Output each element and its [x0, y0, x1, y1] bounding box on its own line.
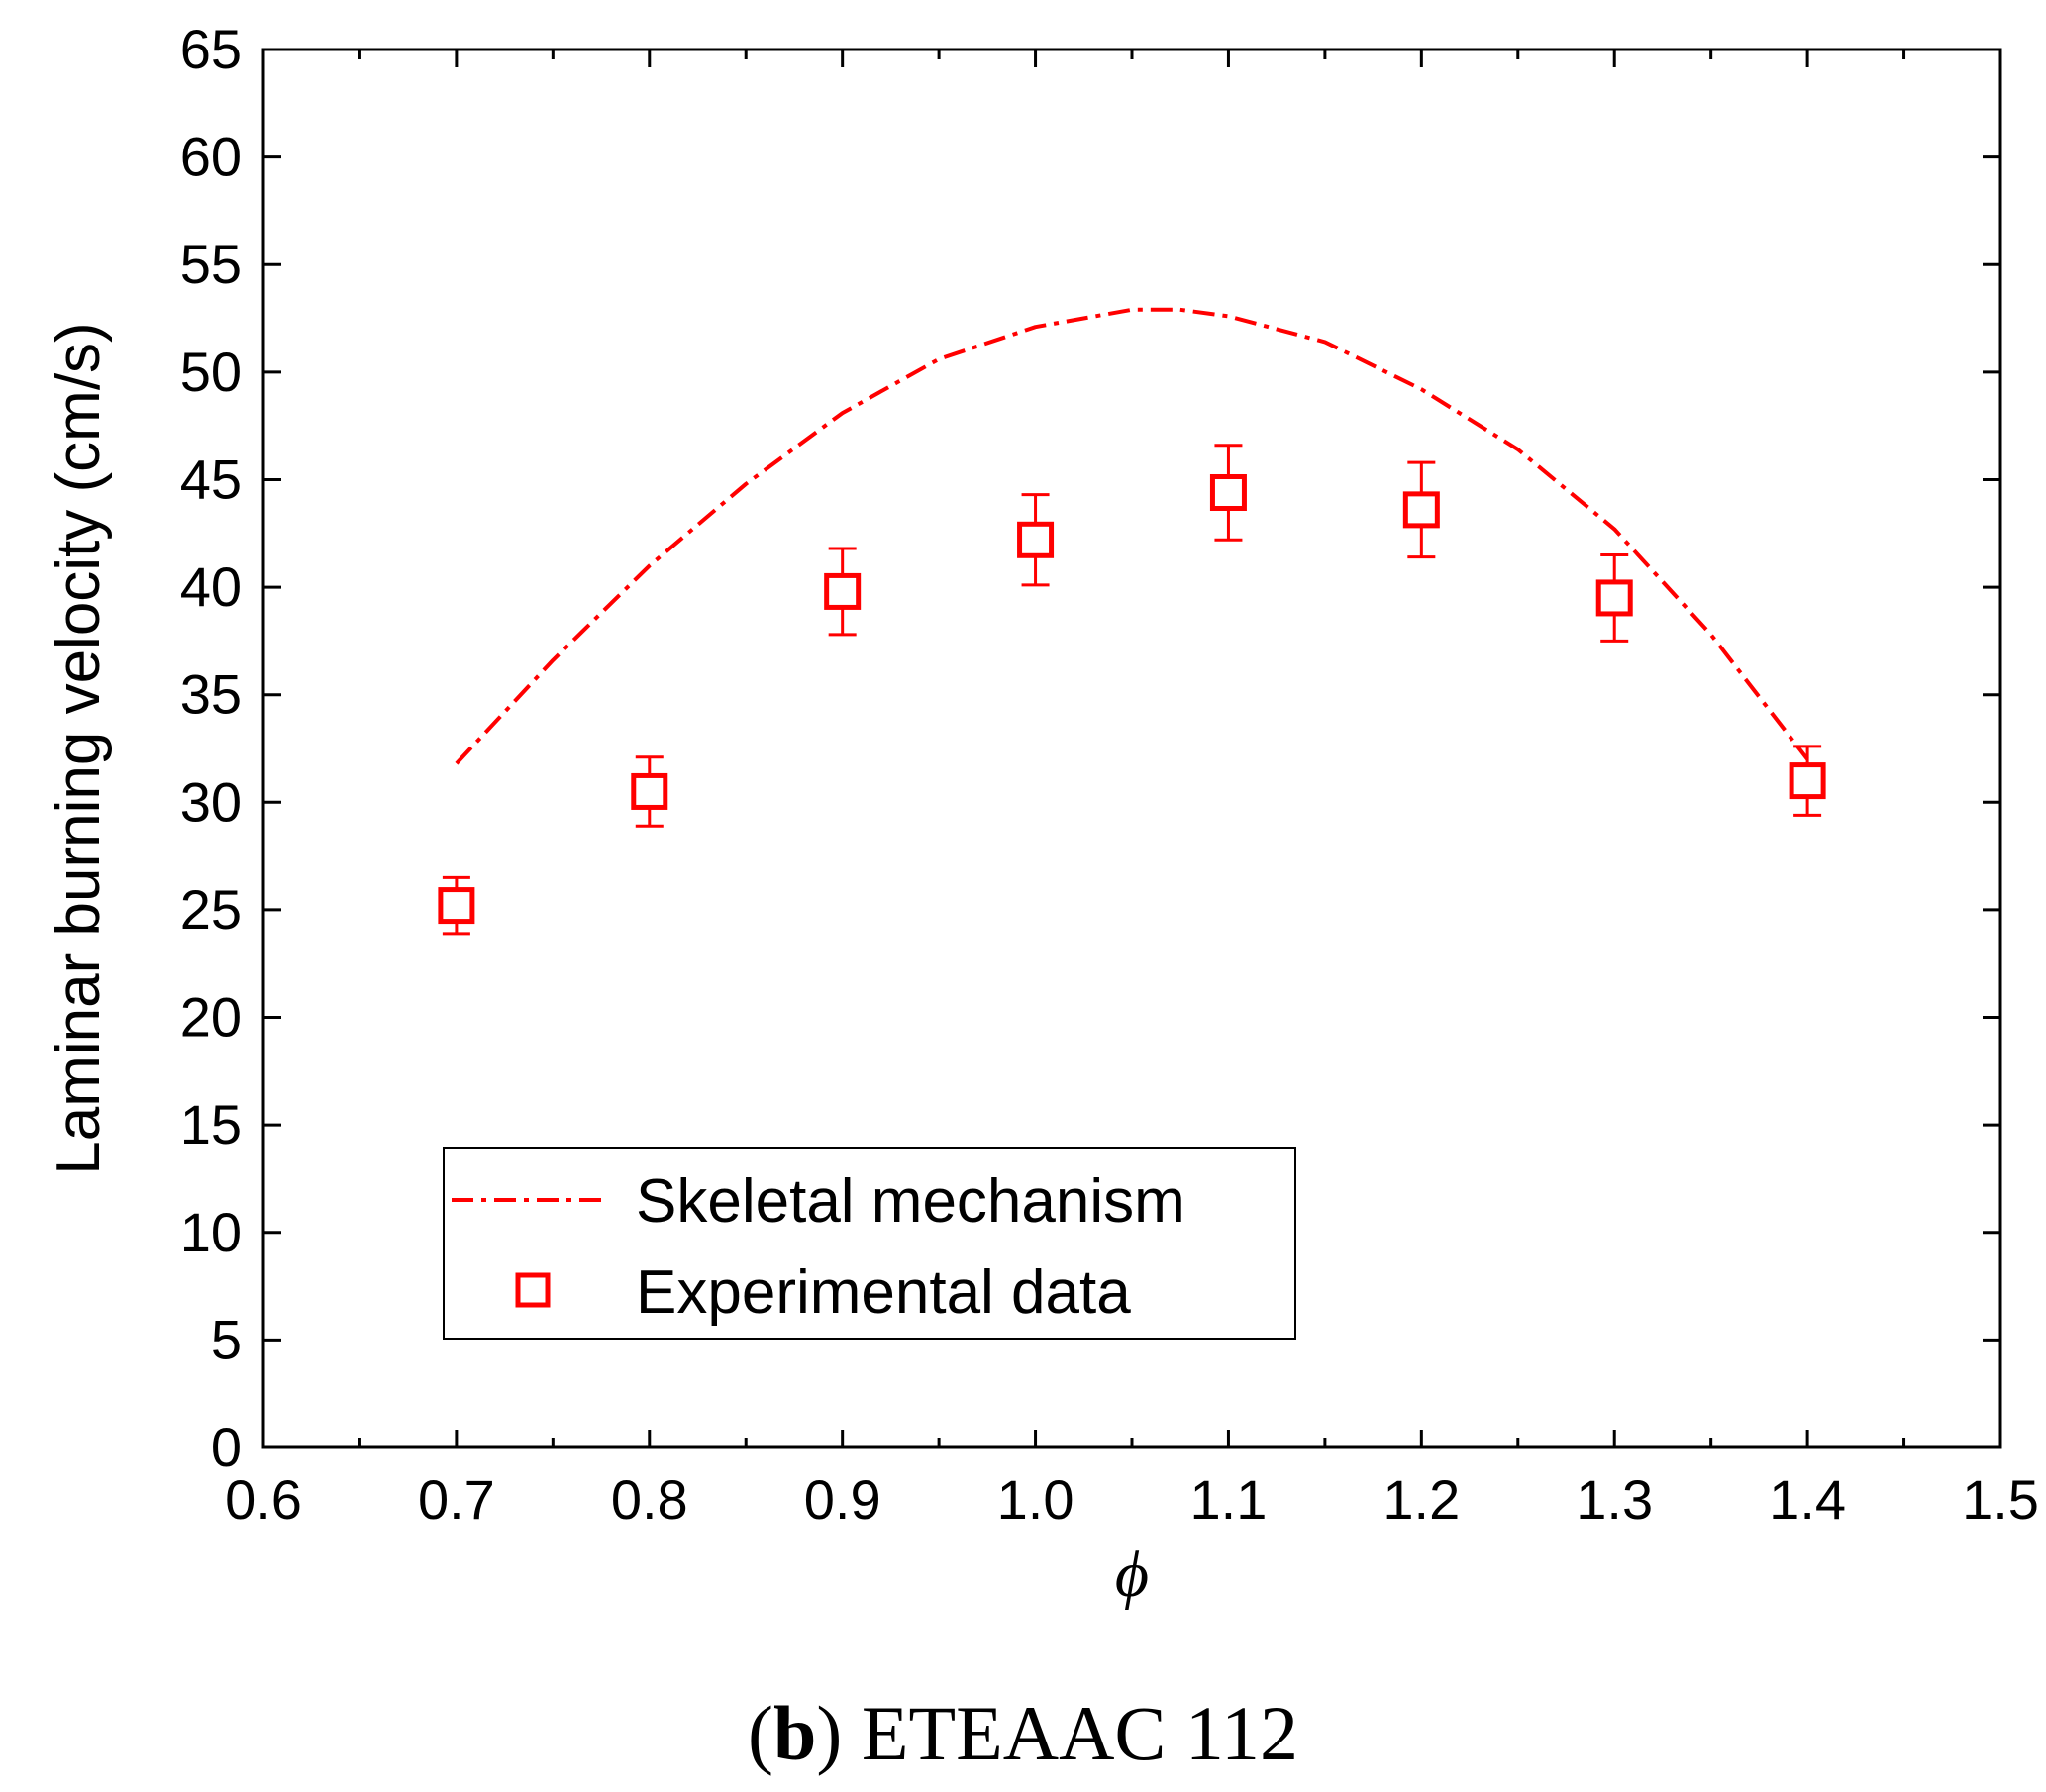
experimental-data-point — [1402, 491, 1440, 529]
y-tick-label: 5 — [211, 1308, 242, 1370]
y-tick-label: 50 — [180, 341, 242, 403]
y-tick-label: 65 — [180, 18, 242, 80]
experimental-data-point — [824, 572, 862, 610]
y-tick-label: 15 — [180, 1093, 242, 1155]
x-tick-label: 0.9 — [804, 1468, 881, 1531]
tick-labels: 0.6 0.7 0.8 0.9 1.0 1.1 1.2 1.3 1.4 1.5 0 5 10 15 20 25… — [180, 18, 2039, 1531]
legend-label-experimental: Experimental data — [636, 1258, 1131, 1327]
y-tick-label: 35 — [180, 663, 242, 726]
skeletal-mechanism-line — [455, 307, 1809, 765]
caption-open-paren: ( — [747, 1690, 773, 1776]
experimental-data-point — [1209, 473, 1247, 511]
x-tick-label: 1.3 — [1576, 1468, 1653, 1531]
experimental-data-point — [1789, 762, 1826, 800]
y-tick-label: 0 — [211, 1416, 242, 1478]
experimental-data-point — [631, 772, 668, 810]
experimental-data-point — [1595, 579, 1633, 617]
x-tick-label: 1.2 — [1382, 1468, 1460, 1531]
legend: Skeletal mechanism Experimental data — [443, 1147, 1296, 1340]
y-tick-label: 45 — [180, 448, 242, 510]
legend-box — [443, 1147, 1296, 1340]
y-tick-label: 60 — [180, 126, 242, 188]
y-tick-label: 55 — [180, 233, 242, 295]
x-tick-label: 1.5 — [1962, 1468, 2039, 1531]
experimental-data-point — [438, 887, 475, 925]
x-tick-label: 0.7 — [418, 1468, 495, 1531]
x-tick-label: 1.1 — [1190, 1468, 1268, 1531]
legend-label-skeletal: Skeletal mechanism — [636, 1167, 1185, 1236]
y-tick-label: 20 — [180, 986, 242, 1048]
x-tick-label: 0.6 — [225, 1468, 302, 1531]
series-layer — [438, 307, 1826, 936]
x-axis-title: ϕ — [1115, 1539, 1149, 1611]
plot-frame — [261, 48, 2002, 1449]
caption-letter: b — [772, 1690, 817, 1776]
experimental-data-point — [1017, 521, 1055, 558]
y-tick-label: 30 — [180, 770, 242, 833]
x-tick-label: 1.0 — [997, 1468, 1074, 1531]
y-tick-label: 40 — [180, 555, 242, 618]
x-tick-label: 1.4 — [1769, 1468, 1846, 1531]
y-tick-label: 10 — [180, 1201, 242, 1263]
y-axis-title: Laminar burning velocity (cm/s) — [45, 322, 113, 1174]
figure-caption: (b) ETEAAC 112 — [0, 1695, 2046, 1772]
legend-marker-sample — [515, 1272, 551, 1308]
caption-close-paren: ) — [816, 1690, 843, 1776]
y-tick-label: 25 — [180, 878, 242, 941]
caption-text: ETEAAC 112 — [842, 1690, 1299, 1776]
x-tick-label: 0.8 — [611, 1468, 688, 1531]
